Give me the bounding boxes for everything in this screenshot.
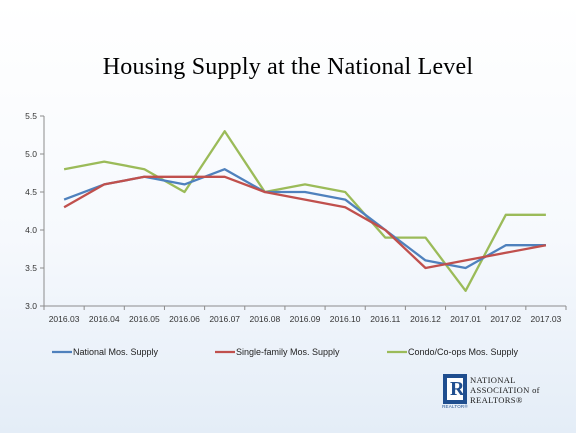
x-tick-label: 2016.04 <box>89 314 120 324</box>
chart-axes <box>43 116 566 307</box>
x-tick-label: 2017.03 <box>531 314 562 324</box>
y-tick-label: 5.0 <box>25 149 37 159</box>
logo-line-3: REALTORS® <box>470 395 523 405</box>
legend-label: Single-family Mos. Supply <box>236 347 340 357</box>
series-line-2 <box>63 175 547 270</box>
x-tick-label: 2016.07 <box>209 314 240 324</box>
y-tick-labels: 3.0 3.5 4.0 4.5 5.0 5.5 <box>25 111 44 311</box>
x-tick-label: 2016.11 <box>370 314 400 324</box>
x-tick-label: 2016.08 <box>249 314 280 324</box>
y-tick-label: 3.5 <box>25 263 37 273</box>
y-tick-label: 4.0 <box>25 225 37 235</box>
logo-mark-caption: REALTOR® <box>442 404 468 409</box>
x-tick-label: 2017.02 <box>490 314 521 324</box>
x-tick-labels: 2016.03 2016.04 2016.05 2016.06 2016.07 2016.… <box>43 306 567 324</box>
x-tick-label: 2016.06 <box>169 314 200 324</box>
legend-label: National Mos. Supply <box>73 347 159 357</box>
logo-line-1: NATIONAL <box>470 375 516 385</box>
logo-line-2: ASSOCIATION of <box>470 385 540 395</box>
y-tick-label: 5.5 <box>25 111 37 121</box>
y-tick-label: 3.0 <box>25 301 37 311</box>
x-tick-label: 2016.09 <box>290 314 321 324</box>
x-tick-label: 2016.05 <box>129 314 160 324</box>
x-tick-label: 2017.01 <box>450 314 481 324</box>
nar-logo: R REALTOR® NATIONAL ASSOCIATION of REALT… <box>442 374 566 412</box>
y-tick-label: 4.5 <box>25 187 37 197</box>
x-tick-label: 2016.10 <box>330 314 361 324</box>
legend-label: Condo/Co-ops Mos. Supply <box>408 347 519 357</box>
x-tick-label: 2016.12 <box>410 314 441 324</box>
series-lines <box>63 130 547 292</box>
series-line-3 <box>63 130 546 292</box>
logo-wordmark: NATIONAL ASSOCIATION of REALTORS® <box>470 375 566 405</box>
x-tick-label: 2016.03 <box>49 314 80 324</box>
chart-legend: National Mos. Supply Single-family Mos. S… <box>52 347 519 357</box>
chart-title: Housing Supply at the National Level <box>102 54 474 80</box>
realtor-r-logo-icon: R <box>443 374 467 404</box>
